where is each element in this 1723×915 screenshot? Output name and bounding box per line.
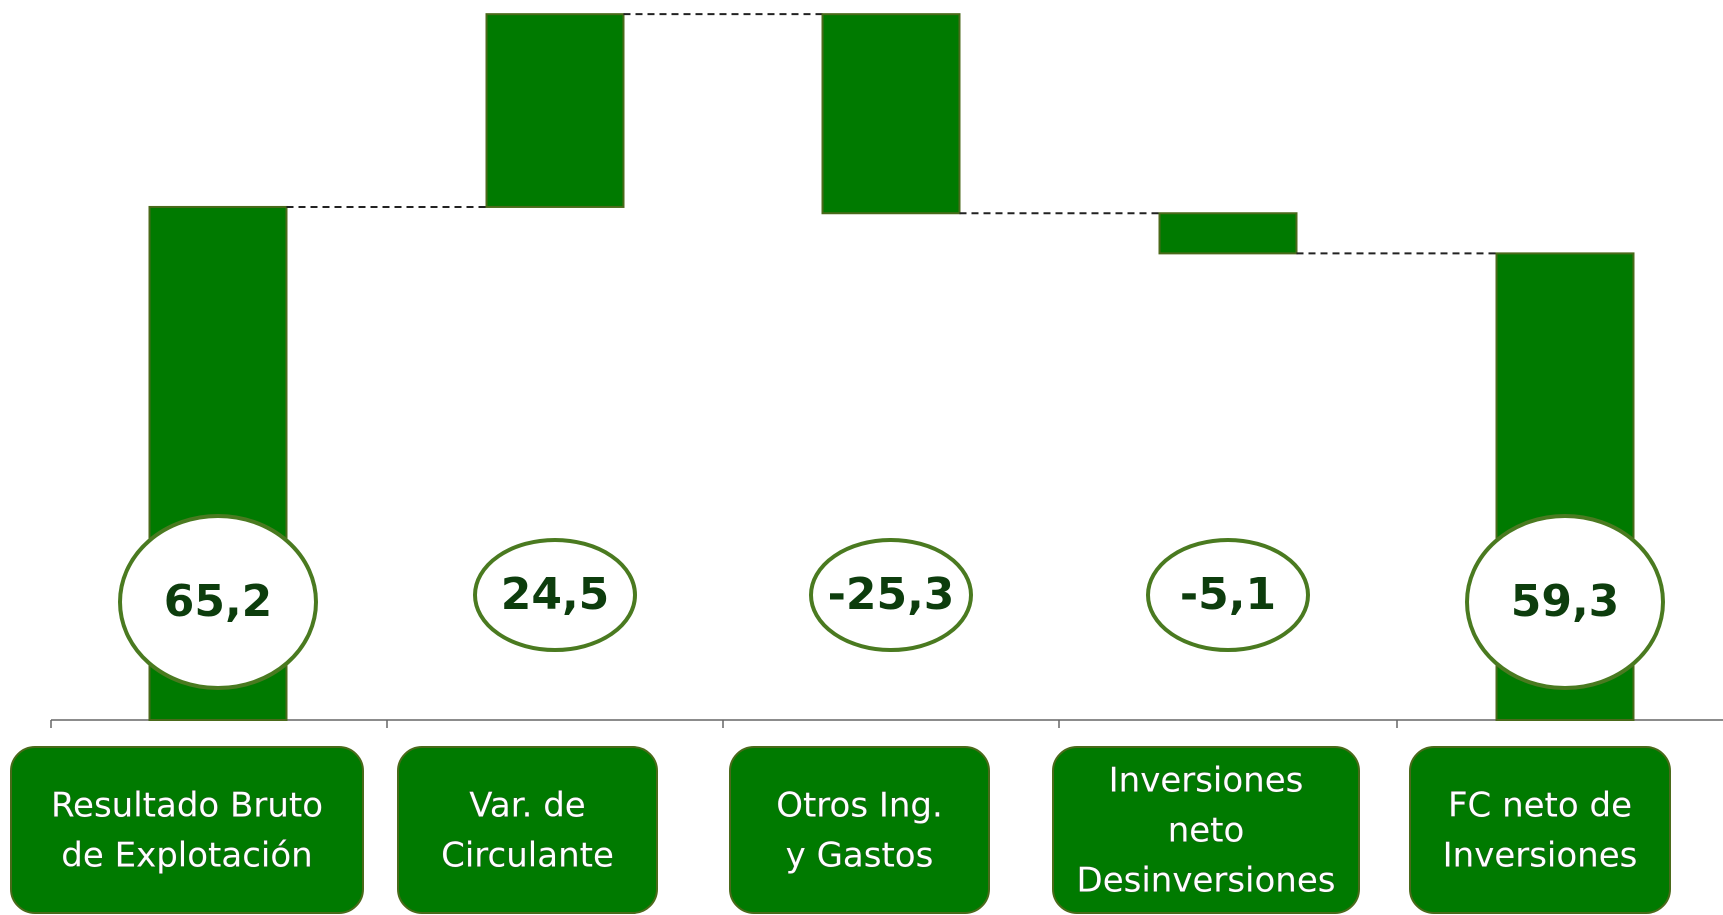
value-label: 59,3 — [1511, 576, 1620, 627]
x-tick-label: Inversiones — [1443, 836, 1638, 876]
category-box — [1052, 746, 1360, 914]
value-badge — [473, 538, 637, 652]
bar — [1158, 212, 1298, 255]
x-tick-label: de Explotación — [61, 836, 312, 876]
x-tick-label: Resultado Bruto — [51, 786, 323, 826]
category-box — [729, 746, 990, 914]
x-tick-label: Var. de — [469, 786, 585, 826]
value-badge — [1146, 538, 1310, 652]
x-tick-label: Otros Ing. — [776, 786, 943, 826]
value-label: -5,1 — [1180, 569, 1276, 620]
x-tick-label: FC neto de — [1448, 786, 1632, 826]
x-tick-label: Inversiones — [1109, 761, 1304, 801]
value-badge — [118, 514, 318, 690]
x-tick-label: Circulante — [441, 836, 614, 876]
value-label: 24,5 — [501, 569, 610, 620]
x-tick-label: Desinversiones — [1077, 861, 1336, 901]
bar — [821, 13, 961, 215]
value-badge — [809, 538, 973, 652]
bar — [485, 13, 625, 208]
x-tick-label: y Gastos — [786, 836, 934, 876]
x-tick-label: neto — [1168, 811, 1245, 851]
category-box — [1409, 746, 1671, 914]
value-label: 65,2 — [164, 576, 273, 627]
value-label: -25,3 — [828, 569, 955, 620]
category-box — [397, 746, 658, 914]
value-badge — [1465, 514, 1665, 690]
category-box — [10, 746, 364, 914]
